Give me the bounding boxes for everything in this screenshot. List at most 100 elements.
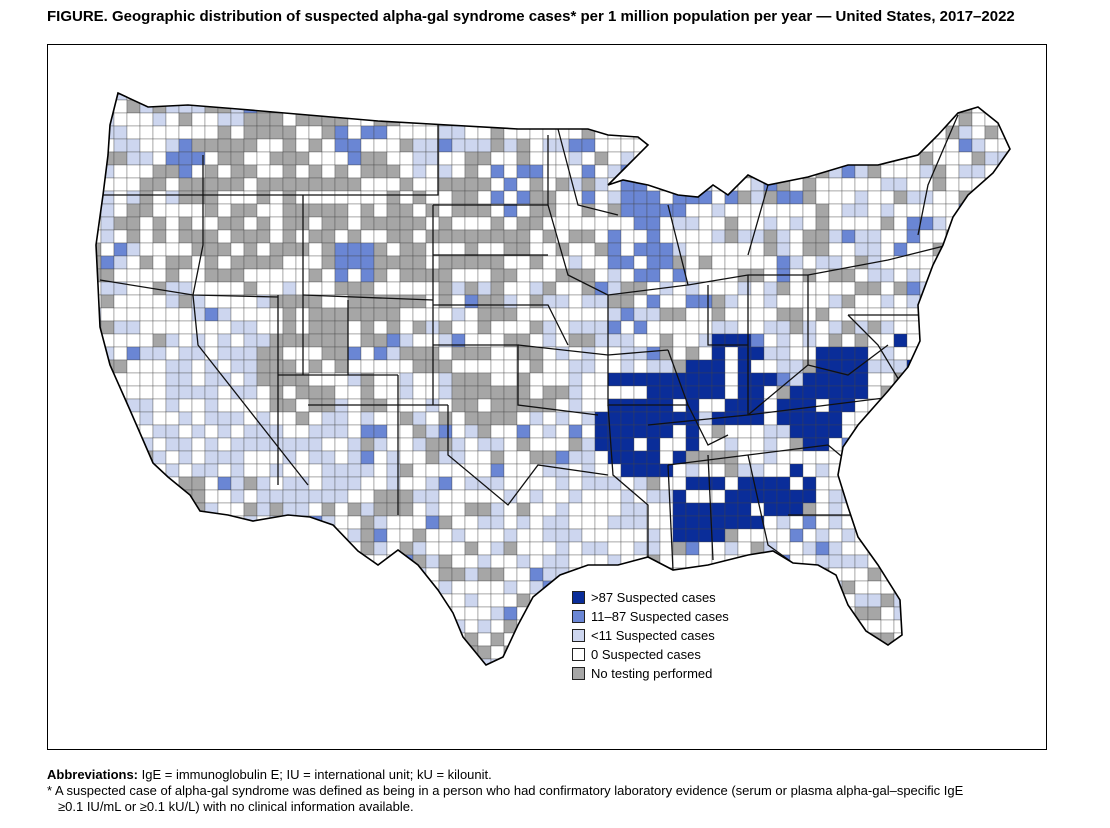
county-cell: [477, 541, 492, 556]
county-cell: [399, 593, 414, 608]
county-cell: [906, 515, 921, 530]
county-cell: [269, 476, 284, 491]
county-cell: [672, 93, 687, 101]
county-cell: [204, 229, 219, 244]
county-cell: [698, 268, 713, 283]
county-cell: [906, 268, 921, 283]
county-cell: [269, 502, 284, 517]
county-cell: [308, 476, 323, 491]
county-cell: [96, 138, 102, 153]
county-cell: [854, 346, 869, 361]
county-cell: [881, 672, 894, 685]
county-cell: [737, 281, 752, 296]
county-cell: [971, 268, 986, 283]
county-cell: [230, 489, 245, 504]
county-cell: [153, 672, 166, 685]
county-cell: [893, 177, 908, 192]
county-cell: [971, 255, 986, 270]
county-cell: [685, 424, 700, 439]
county-cell: [620, 424, 635, 439]
county-cell: [477, 515, 492, 530]
county-cell: [646, 320, 661, 335]
county-cell: [763, 645, 778, 660]
county-cell: [477, 242, 492, 257]
county-cell: [464, 437, 479, 452]
county-cell: [763, 476, 778, 491]
county-cell: [282, 541, 297, 556]
county-cell: [347, 554, 362, 569]
county-cell: [828, 177, 843, 192]
county-cell: [958, 554, 973, 569]
county-cell: [217, 606, 232, 621]
county-cell: [932, 528, 947, 543]
county-cell: [919, 320, 934, 335]
county-cell: [308, 424, 323, 439]
county-cell: [750, 190, 765, 205]
county-cell: [555, 190, 570, 205]
county-cell: [594, 112, 609, 127]
county-cell: [542, 268, 557, 283]
county-cell: [581, 190, 596, 205]
county-cell: [672, 203, 687, 218]
county-cell: [607, 307, 622, 322]
county-cell: [724, 294, 739, 309]
county-cell: [932, 93, 947, 101]
county-cell: [802, 346, 817, 361]
county-cell: [464, 398, 479, 413]
county-cell: [932, 307, 947, 322]
county-cell: [204, 619, 219, 634]
county-cell: [984, 320, 999, 335]
county-cell: [178, 463, 193, 478]
county-cell: [516, 125, 531, 140]
county-cell: [776, 619, 791, 634]
county-cell: [139, 333, 154, 348]
county-cell: [568, 437, 583, 452]
county-cell: [477, 151, 492, 166]
county-cell: [100, 99, 115, 114]
county-cell: [438, 619, 453, 634]
county-cell: [776, 112, 791, 127]
county-cell: [828, 437, 843, 452]
county-cell: [543, 672, 556, 685]
county-cell: [295, 489, 310, 504]
county-cell: [776, 281, 791, 296]
county-cell: [100, 424, 115, 439]
county-cell: [282, 385, 297, 400]
county-cell: [113, 112, 128, 127]
county-cell: [568, 528, 583, 543]
county-cell: [867, 320, 882, 335]
county-cell: [178, 255, 193, 270]
county-cell: [685, 333, 700, 348]
county-cell: [503, 320, 518, 335]
county-cell: [126, 294, 141, 309]
county-cell: [386, 203, 401, 218]
county-cell: [113, 619, 128, 634]
county-cell: [269, 658, 284, 665]
county-cell: [321, 463, 336, 478]
county-cell: [451, 593, 466, 608]
county-cell: [256, 437, 271, 452]
county-cell: [724, 255, 739, 270]
county-cell: [737, 437, 752, 452]
county-cell: [373, 138, 388, 153]
county-cell: [880, 138, 895, 153]
county-cell: [373, 268, 388, 283]
abbreviations-text: IgE = immunoglobulin E; IU = internation…: [141, 767, 492, 782]
county-cell: [451, 372, 466, 387]
county-cell: [256, 580, 271, 595]
county-cell: [802, 398, 817, 413]
county-cell: [880, 398, 895, 413]
county-cell: [451, 567, 466, 582]
county-cell: [997, 463, 1010, 478]
county-cell: [815, 359, 830, 374]
county-cell: [321, 151, 336, 166]
county-cell: [373, 346, 388, 361]
county-cell: [165, 567, 180, 582]
county-cell: [334, 593, 349, 608]
county-cell: [152, 554, 167, 569]
county-cell: [646, 164, 661, 179]
county-cell: [659, 229, 674, 244]
county-cell: [152, 606, 167, 621]
county-cell: [685, 359, 700, 374]
county-cell: [516, 541, 531, 556]
